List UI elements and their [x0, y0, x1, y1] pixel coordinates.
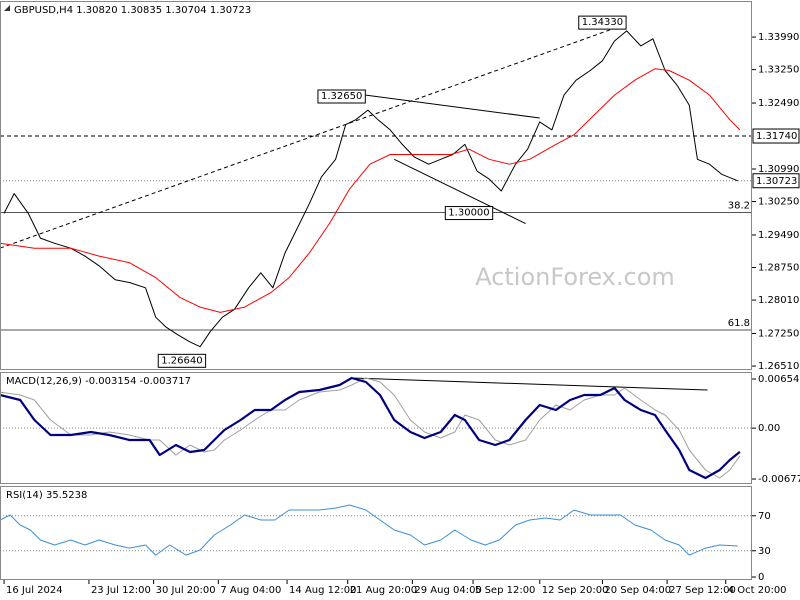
level-label-box	[752, 173, 800, 189]
y-tick-label: 1.33990	[758, 32, 799, 43]
panel-frame	[0, 372, 752, 484]
annotation-label: 1.30000	[448, 208, 489, 219]
panel	[0, 376, 752, 480]
y-tick-label: 1.29490	[758, 230, 799, 241]
x-tick-label: 16 Jul 2024	[6, 585, 63, 596]
y-tick-label: 1.27250	[758, 328, 799, 339]
x-tick-label: 14 Aug 12:00	[289, 585, 356, 596]
annotation-label: 1.34330	[582, 17, 623, 28]
y-tick-label: 1.32490	[758, 98, 799, 109]
annotation-box	[444, 206, 494, 221]
series-line	[0, 376, 741, 480]
series-line	[0, 377, 741, 479]
trendline	[393, 158, 526, 224]
symbol-icon	[4, 5, 10, 11]
panel-frame	[0, 486, 752, 580]
y-tick-label: 1.33250	[758, 65, 799, 76]
annotation-label: 1.32650	[321, 91, 362, 102]
panel	[0, 504, 752, 556]
y-tick-label: 1.28750	[758, 263, 799, 274]
x-tick-label: 7 Aug 04:00	[220, 585, 281, 596]
y-tick-label: 1.26510	[758, 361, 799, 372]
panel: ActionForex.com 38.2 61.8 1.32650 1.34330 1.3…	[0, 15, 752, 368]
x-tick-label: 29 Aug 04:00	[414, 585, 481, 596]
x-tick-label: 4 Oct 20:00	[728, 585, 787, 596]
x-tick-label: 5 Sep 12:00	[475, 585, 535, 596]
trendline	[365, 94, 540, 119]
x-tick-label: 20 Sep 04:00	[604, 585, 671, 596]
fib-label: 38.2	[728, 201, 750, 212]
watermark: ActionForex.com	[475, 263, 675, 291]
y-tick-label: 0	[758, 572, 764, 583]
series-line	[0, 68, 741, 313]
level-label: 1.31740	[756, 131, 797, 142]
level-label-box	[752, 128, 800, 144]
x-tick-label: 23 Jul 12:00	[91, 585, 151, 596]
annotation-box	[317, 89, 366, 104]
panel-frame	[0, 1, 752, 370]
annotation-label: 1.26640	[161, 355, 202, 366]
y-tick-label: 0.00	[758, 423, 780, 434]
panel-title: RSI(14) 35.5238	[6, 490, 87, 501]
y-tick-label: 1.30250	[758, 197, 799, 208]
annotation-box	[578, 15, 627, 30]
fib-label: 61.8	[728, 318, 750, 329]
series-line	[3, 30, 738, 348]
panel-title: GBPUSD,H4 1.30820 1.30835 1.30704 1.3072…	[14, 5, 251, 16]
series-line	[0, 504, 738, 556]
x-tick-label: 27 Sep 12:00	[669, 585, 736, 596]
panel-title: MACD(12,26,9) -0.003154 -0.003717	[6, 376, 191, 387]
y-tick-label: 70	[758, 511, 771, 522]
y-tick-label: 1.28010	[758, 295, 799, 306]
x-tick-label: 12 Sep 20:00	[542, 585, 609, 596]
annotation-box	[157, 353, 207, 368]
y-tick-label: -0.006778	[758, 474, 800, 485]
level-label: 1.30723	[756, 176, 797, 187]
x-tick-label: 21 Aug 20:00	[350, 585, 417, 596]
trendline	[0, 25, 621, 249]
y-tick-label: 1.30990	[758, 164, 799, 175]
y-tick-label: 30	[758, 546, 771, 557]
y-tick-label: 0.006549	[758, 374, 800, 385]
x-tick-label: 30 Jul 20:00	[156, 585, 216, 596]
trendline	[351, 377, 708, 391]
